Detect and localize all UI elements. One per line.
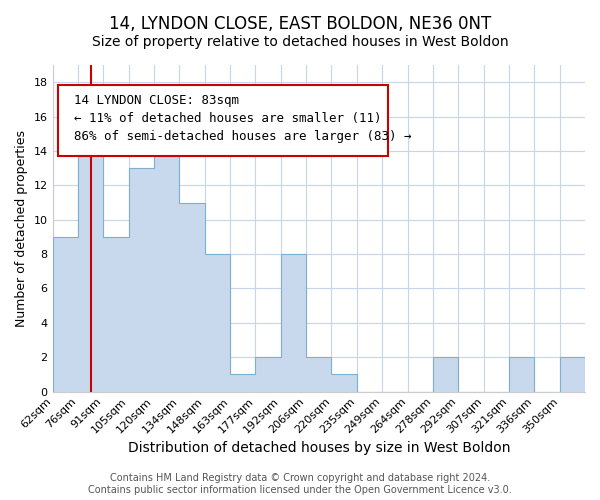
Text: Size of property relative to detached houses in West Boldon: Size of property relative to detached ho… <box>92 35 508 49</box>
Text: 14, LYNDON CLOSE, EAST BOLDON, NE36 0NT: 14, LYNDON CLOSE, EAST BOLDON, NE36 0NT <box>109 15 491 33</box>
Y-axis label: Number of detached properties: Number of detached properties <box>15 130 28 327</box>
Text: Contains HM Land Registry data © Crown copyright and database right 2024.
Contai: Contains HM Land Registry data © Crown c… <box>88 474 512 495</box>
X-axis label: Distribution of detached houses by size in West Boldon: Distribution of detached houses by size … <box>128 441 510 455</box>
Text: 14 LYNDON CLOSE: 83sqm
← 11% of detached houses are smaller (11)
86% of semi-det: 14 LYNDON CLOSE: 83sqm ← 11% of detached… <box>74 94 412 144</box>
FancyBboxPatch shape <box>58 84 388 156</box>
